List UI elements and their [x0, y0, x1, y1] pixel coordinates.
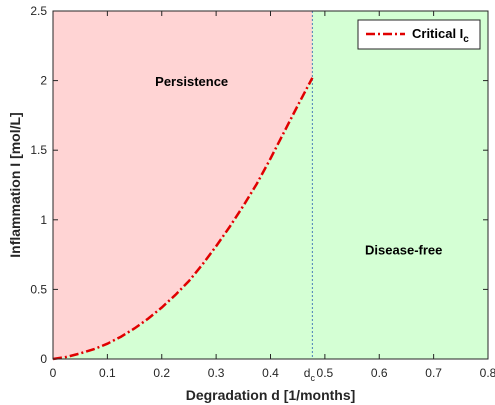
- x-tick-label: 0.4: [262, 366, 279, 380]
- x-tick-label: 0.7: [425, 366, 442, 380]
- y-tick-label: 2: [40, 74, 47, 88]
- x-tick-label: 0: [50, 366, 57, 380]
- x-tick-label: 0.1: [99, 366, 116, 380]
- critical-ic-curve: [52, 77, 314, 361]
- axes-layer: 0 0.1 0.2 0.3 0.4 0.5 0.6 0.7 0.8 0 0.5 1 1.5 2 2.5 dc: [30, 4, 495, 383]
- y-tick-label: 0.5: [30, 282, 47, 296]
- critical-d-subscript: c: [310, 373, 315, 383]
- y-axis-title: Inflammation I [mol/L]: [7, 112, 23, 257]
- y-tick-label: 1: [40, 213, 47, 227]
- y-tick-label: 1.5: [30, 143, 47, 157]
- region-persistence: [53, 11, 313, 359]
- x-tick-label: 0.8: [480, 366, 495, 380]
- x-tick-label: 0.2: [153, 366, 170, 380]
- x-tick-label: 0.6: [371, 366, 388, 380]
- y-tick-label: 2.5: [30, 4, 47, 18]
- critical-d-label: dc: [304, 366, 316, 383]
- y-tick-label: 0: [40, 352, 47, 366]
- legend: Critical Ic: [357, 19, 481, 50]
- region-label-disease-free: Disease-free: [365, 243, 442, 258]
- x-tick-label: 0.3: [208, 366, 225, 380]
- x-axis-title: Degradation d [1/months]: [186, 387, 356, 403]
- x-tick-label: 0.5: [317, 366, 334, 380]
- labels-layer: Persistence Disease-free Degradation d […: [7, 74, 442, 403]
- legend-label-critical-ic: Critical Ic: [412, 26, 469, 45]
- regions-layer: [53, 11, 488, 359]
- region-label-persistence: Persistence: [155, 74, 228, 89]
- lines-layer: [52, 11, 314, 361]
